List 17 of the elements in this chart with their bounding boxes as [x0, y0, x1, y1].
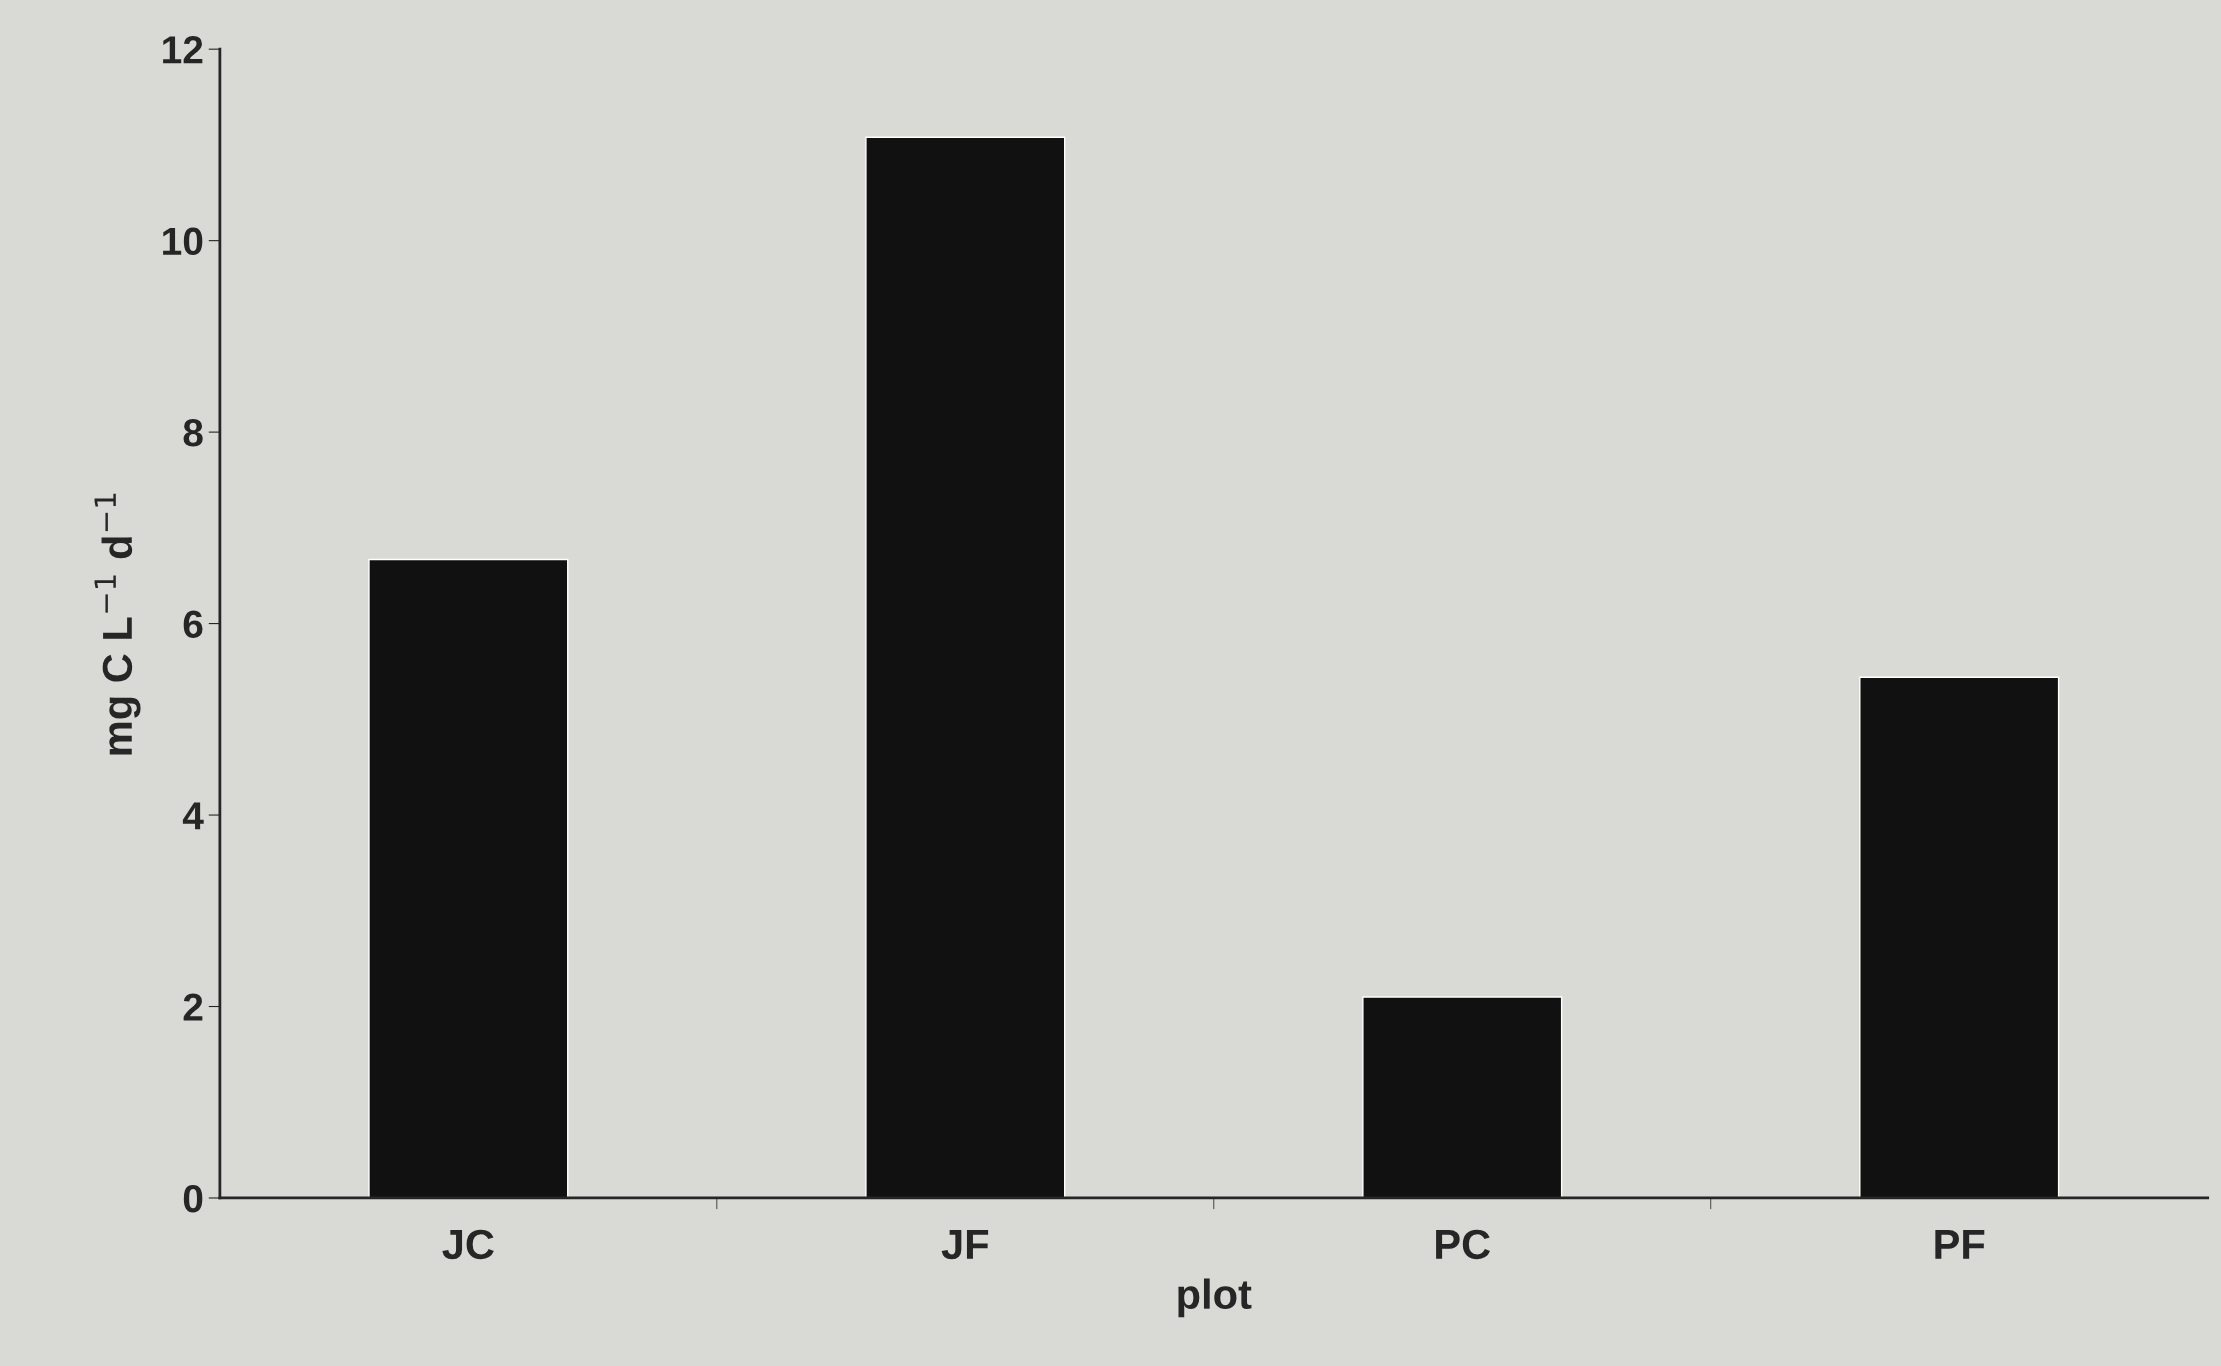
bar: [865, 136, 1066, 1198]
bar: [1859, 676, 2060, 1198]
x-tick-label: PC: [1436, 1229, 1491, 1260]
bar: [1362, 996, 1563, 1198]
y-tick-label: 8: [183, 419, 203, 447]
y-tick-label: 10: [163, 227, 203, 256]
y-tick-label: 4: [182, 802, 204, 830]
y-tick-label: 12: [163, 36, 203, 64]
y-axis-title: mg C L$^{−1}$ d$^{−1}$: [94, 493, 141, 755]
y-tick-label: 6: [183, 610, 203, 639]
bar: [368, 558, 569, 1198]
y-tick-label: 2: [183, 993, 203, 1021]
x-axis-title: plot: [1178, 1278, 1252, 1318]
x-tick-label: PF: [1935, 1230, 1985, 1259]
x-tick-label: JC: [442, 1229, 494, 1260]
x-tick-label: JF: [941, 1230, 989, 1260]
y-tick-label: 0: [183, 1184, 203, 1213]
